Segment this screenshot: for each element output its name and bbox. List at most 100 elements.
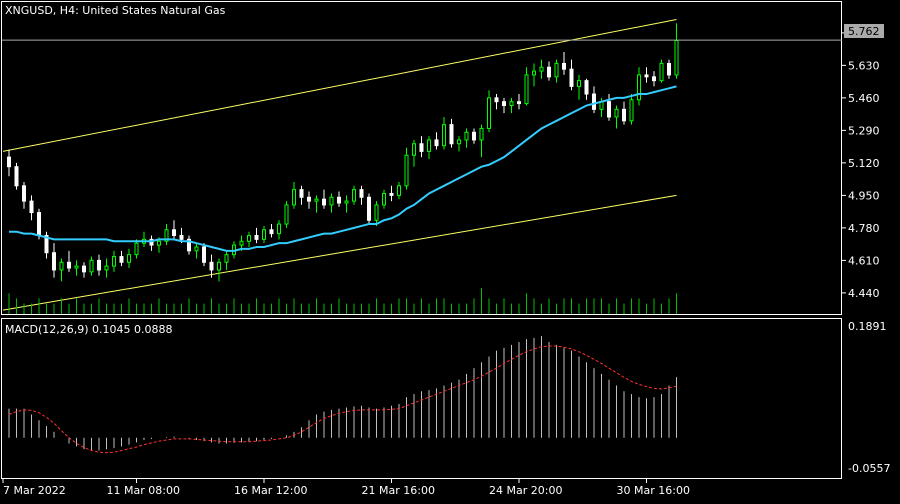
candle-body <box>59 261 64 271</box>
candle <box>314 195 319 213</box>
macd-top-label: 0.1891 <box>848 320 887 333</box>
candle <box>547 61 551 81</box>
candle-body <box>659 62 664 82</box>
candle <box>419 136 424 158</box>
candle <box>667 59 671 79</box>
candle-body <box>644 74 649 78</box>
candle <box>659 59 664 83</box>
candle <box>562 51 566 75</box>
candle-body <box>119 256 124 263</box>
candle <box>209 254 214 278</box>
macd-label: MACD(12,26,9) <box>5 323 89 336</box>
candle-body <box>329 196 334 206</box>
candle <box>592 86 596 114</box>
candle-body <box>164 229 169 242</box>
candle-body <box>262 229 266 240</box>
candle-body <box>419 143 424 152</box>
candle-body <box>239 240 244 246</box>
candle <box>494 94 499 110</box>
candle <box>502 97 506 114</box>
candle <box>389 185 394 202</box>
candle-body <box>637 74 641 101</box>
price-tick-label: 5.120 <box>848 157 880 170</box>
candle-body <box>494 97 499 103</box>
candle <box>449 118 454 148</box>
time-tick-label: 16 Mar 12:00 <box>234 484 307 497</box>
candle <box>412 139 416 167</box>
candle-body <box>314 198 319 202</box>
candle-body <box>112 256 116 267</box>
timeframe-label: H4 <box>60 4 75 17</box>
candles <box>7 23 679 282</box>
price-panel-frame <box>1 1 842 315</box>
candle-body <box>457 139 461 145</box>
candle-body <box>14 166 19 187</box>
candle <box>254 227 259 244</box>
macd-signal-value: 0.0888 <box>134 323 173 336</box>
candle <box>262 225 266 244</box>
moving-average <box>9 85 677 252</box>
candle <box>442 116 446 150</box>
candle <box>247 231 251 247</box>
candle <box>134 239 139 259</box>
price-axis: 4.440 4.610 4.780 4.950 5.120 5.290 5.460 5.630… <box>842 27 880 300</box>
candle <box>607 94 611 121</box>
candle-body <box>487 97 491 129</box>
macd-panel-frame <box>1 318 842 479</box>
candle <box>359 185 364 205</box>
candle-body <box>352 189 356 202</box>
candle-body <box>434 139 439 147</box>
candle-body <box>547 66 551 78</box>
channel-lines <box>2 18 677 311</box>
candle <box>202 243 206 267</box>
candle-body <box>292 189 296 206</box>
candle <box>119 250 124 267</box>
price-tick-label: 4.440 <box>848 287 880 300</box>
candle-body <box>89 259 94 273</box>
candle <box>44 231 49 259</box>
candle-body <box>554 62 559 78</box>
candle-body <box>82 265 86 273</box>
candle <box>367 193 371 225</box>
candle-body <box>569 68 574 87</box>
candle-body <box>269 229 274 235</box>
candle-body <box>449 124 454 145</box>
candle-body <box>607 101 611 118</box>
candle <box>187 235 191 255</box>
candle <box>172 220 176 240</box>
candle <box>584 78 589 100</box>
candle-body <box>524 74 529 105</box>
candle <box>29 195 34 221</box>
macd-bottom-label: -0.0557 <box>848 462 890 475</box>
candle-body <box>284 204 289 225</box>
candle-body <box>29 200 34 214</box>
current-price-label: 5.762 <box>848 25 880 38</box>
candle <box>67 250 71 272</box>
candle <box>299 185 304 205</box>
price-tick-label: 4.610 <box>848 254 880 267</box>
candle <box>644 67 649 83</box>
symbol-label: XNGUSD <box>5 4 53 17</box>
candle-body <box>562 62 566 70</box>
candle-body <box>374 204 379 221</box>
current-price-tag <box>844 24 884 38</box>
candle-body <box>247 235 251 242</box>
candle <box>269 224 274 238</box>
candle <box>7 149 11 177</box>
price-tick-label: 4.780 <box>848 222 880 235</box>
candle-body <box>367 196 371 221</box>
candle <box>307 191 311 209</box>
instrument-description: United States Natural Gas <box>82 4 225 17</box>
candle <box>509 97 514 114</box>
candle <box>352 185 356 205</box>
candle-body <box>209 261 214 271</box>
candle-body <box>127 254 131 263</box>
candle <box>224 250 229 270</box>
candle <box>82 262 86 278</box>
candle-body <box>652 76 656 82</box>
candle <box>622 101 626 125</box>
candle-body <box>97 259 101 271</box>
candle-body <box>382 192 386 206</box>
